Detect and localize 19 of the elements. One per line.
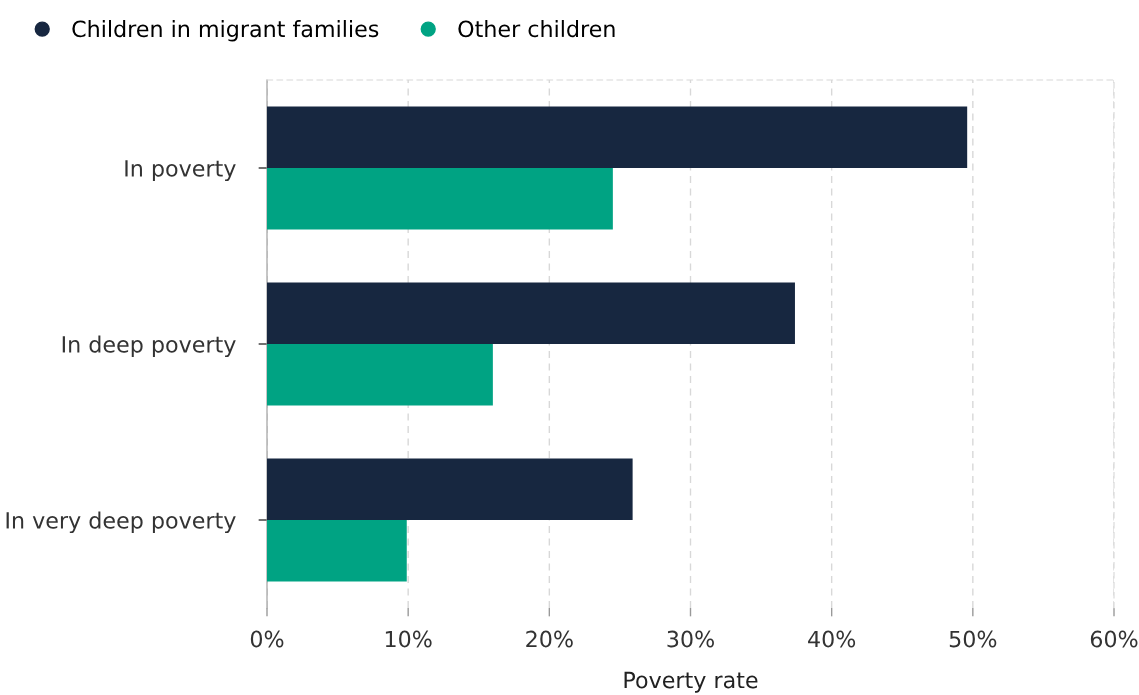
bar bbox=[267, 344, 493, 406]
x-tick-label: 60% bbox=[1090, 630, 1138, 648]
x-axis-title: Poverty rate bbox=[624, 671, 758, 693]
y-tick-label: In very deep poverty bbox=[6, 511, 236, 534]
bar bbox=[267, 168, 613, 230]
y-tick-label: In poverty bbox=[125, 160, 236, 182]
bar bbox=[267, 106, 968, 168]
bar bbox=[267, 458, 633, 520]
y-tick-label: In deep poverty bbox=[62, 335, 236, 358]
x-tick-label: 0% bbox=[250, 630, 284, 648]
x-tick-label: 40% bbox=[808, 630, 856, 648]
legend-label: Other children bbox=[458, 20, 615, 38]
bar bbox=[267, 282, 795, 344]
legend-label: Children in migrant families bbox=[72, 20, 379, 42]
bar bbox=[267, 520, 407, 582]
x-tick-label: 10% bbox=[385, 630, 432, 648]
x-tick-label: 20% bbox=[526, 630, 573, 648]
x-tick-label: 50% bbox=[949, 630, 997, 648]
x-tick-label: 30% bbox=[667, 630, 714, 648]
